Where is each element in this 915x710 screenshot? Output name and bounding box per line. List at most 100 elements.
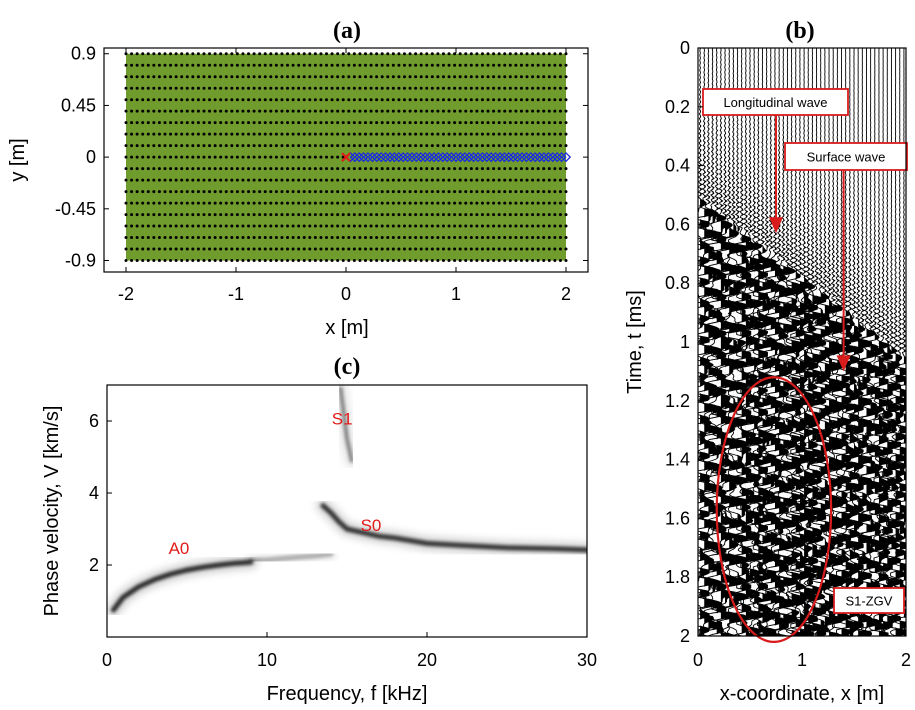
grid-node	[252, 63, 256, 67]
grid-node	[196, 144, 200, 148]
grid-node	[330, 109, 334, 113]
grid-node	[141, 190, 145, 194]
grid-node	[375, 236, 379, 240]
grid-node	[302, 132, 306, 136]
grid-node	[564, 236, 568, 240]
grid-node	[308, 167, 312, 171]
grid-node	[358, 132, 362, 136]
grid-node	[330, 121, 334, 125]
grid-node	[163, 109, 167, 113]
grid-node	[536, 167, 540, 171]
grid-node	[542, 63, 546, 67]
grid-node	[163, 167, 167, 171]
grid-node	[553, 132, 557, 136]
grid-node	[391, 121, 395, 125]
receiver-point	[494, 152, 506, 163]
grid-node	[330, 247, 334, 251]
grid-node	[458, 98, 462, 102]
grid-node	[525, 121, 529, 125]
grid-node	[291, 155, 295, 159]
grid-node	[531, 236, 535, 240]
grid-node	[252, 201, 256, 205]
grid-node	[319, 52, 323, 56]
grid-node	[297, 144, 301, 148]
grid-node	[291, 109, 295, 113]
grid-node	[386, 236, 390, 240]
grid-node	[536, 109, 540, 113]
grid-node	[464, 86, 468, 90]
y-tick-label: -0.45	[55, 199, 96, 219]
grid-node	[508, 63, 512, 67]
grid-node	[196, 259, 200, 263]
receiver-point	[499, 152, 510, 163]
grid-node	[453, 259, 457, 263]
grid-node	[391, 201, 395, 205]
grid-node	[514, 121, 518, 125]
grid-node	[475, 167, 479, 171]
grid-node	[308, 190, 312, 194]
grid-node	[163, 63, 167, 67]
grid-node	[347, 167, 351, 171]
x-tick-label: 1	[797, 650, 807, 670]
grid-node	[531, 98, 535, 102]
grid-node	[291, 259, 295, 263]
grid-node	[169, 236, 173, 240]
grid-node	[163, 52, 167, 56]
grid-node	[447, 247, 451, 251]
grid-node	[519, 213, 523, 217]
x-tick-label: 2	[561, 284, 571, 304]
grid-node	[358, 144, 362, 148]
grid-node	[508, 75, 512, 79]
grid-node	[130, 259, 134, 263]
grid-node	[486, 52, 490, 56]
grid-node	[141, 121, 145, 125]
grid-node	[447, 63, 451, 67]
grid-node	[124, 224, 128, 228]
grid-node	[503, 86, 507, 90]
grid-node	[213, 75, 217, 79]
grid-node	[202, 259, 206, 263]
grid-node	[146, 247, 150, 251]
grid-node	[363, 63, 367, 67]
grid-node	[414, 109, 418, 113]
grid-node	[475, 224, 479, 228]
grid-node	[169, 86, 173, 90]
grid-node	[375, 109, 379, 113]
receiver-point	[477, 152, 488, 163]
grid-node	[547, 121, 551, 125]
grid-node	[202, 201, 206, 205]
grid-node	[224, 190, 228, 194]
grid-node	[230, 190, 234, 194]
grid-node	[280, 178, 284, 182]
grid-node	[480, 247, 484, 251]
grid-node	[558, 52, 562, 56]
panel-b-traces	[698, 48, 906, 636]
grid-node	[196, 236, 200, 240]
grid-node	[391, 98, 395, 102]
grid-node	[191, 190, 195, 194]
grid-node	[146, 236, 150, 240]
grid-node	[542, 132, 546, 136]
grid-node	[458, 132, 462, 136]
grid-node	[263, 190, 267, 194]
grid-node	[202, 63, 206, 67]
grid-node	[531, 178, 535, 182]
grid-node	[269, 98, 273, 102]
grid-node	[503, 178, 507, 182]
grid-node	[141, 213, 145, 217]
grid-node	[146, 144, 150, 148]
receiver-point	[516, 152, 528, 163]
grid-node	[386, 86, 390, 90]
grid-node	[219, 213, 223, 217]
grid-node	[280, 167, 284, 171]
grid-node	[157, 75, 161, 79]
grid-node	[363, 144, 367, 148]
grid-node	[191, 167, 195, 171]
grid-node	[130, 224, 134, 228]
grid-node	[336, 155, 340, 159]
grid-node	[458, 190, 462, 194]
grid-node	[375, 121, 379, 125]
grid-node	[363, 121, 367, 125]
grid-node	[414, 75, 418, 79]
receiver-point	[406, 152, 418, 163]
